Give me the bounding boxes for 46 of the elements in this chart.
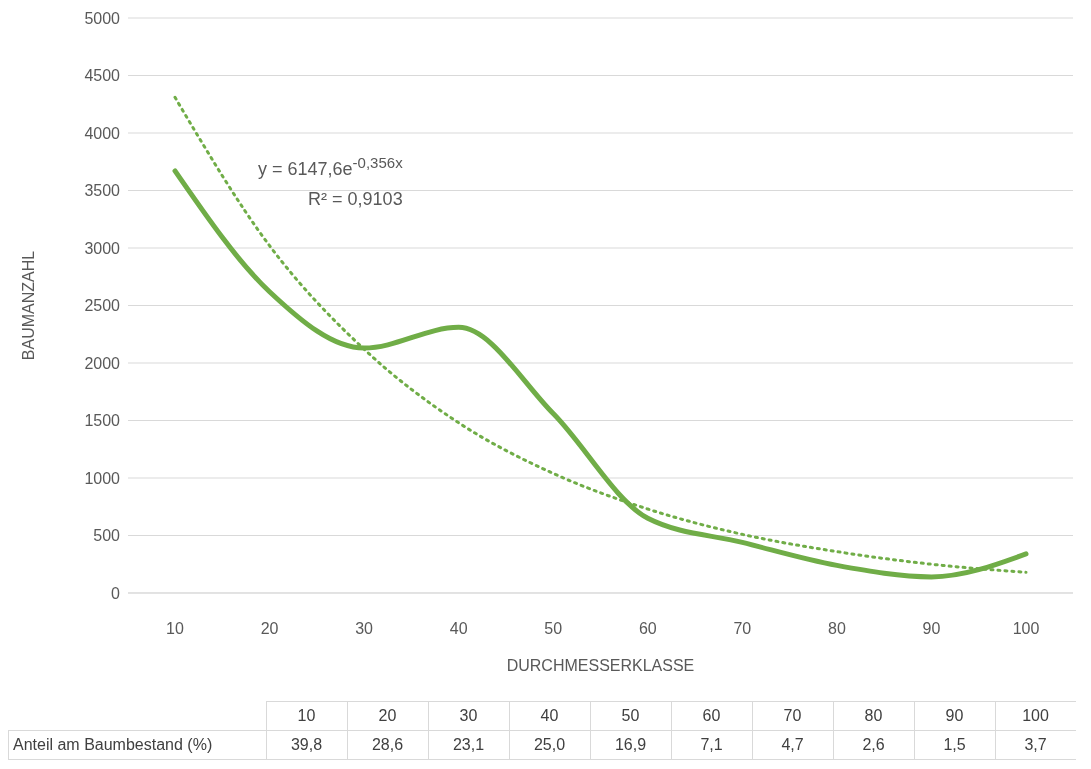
y-tick-label: 3000 bbox=[84, 239, 121, 257]
x-tick-label: 60 bbox=[638, 620, 657, 638]
category-label: 60 bbox=[702, 707, 721, 724]
x-axis-title: DURCHMESSERKLASSE bbox=[506, 657, 695, 674]
category-label: 20 bbox=[378, 707, 397, 724]
text: 23,1 bbox=[428, 730, 509, 760]
category-label: 10 bbox=[297, 707, 316, 724]
y-tick-label: 1500 bbox=[84, 412, 121, 430]
text: 7,1 bbox=[671, 730, 752, 760]
y-axis-title: BAUMANZAHL bbox=[19, 250, 37, 361]
text: Anteil am Baumbestand (%) bbox=[8, 730, 266, 760]
category-label: 50 bbox=[621, 707, 640, 724]
y-tick-label: 2500 bbox=[84, 297, 121, 315]
x-tick-label: 90 bbox=[922, 620, 941, 638]
y-tick-label: 4000 bbox=[84, 124, 121, 142]
y-tick-label: 0 bbox=[111, 584, 121, 602]
text: 39,8 bbox=[266, 730, 347, 760]
category-label: 100 bbox=[1022, 707, 1049, 724]
y-tick-label: 500 bbox=[93, 527, 121, 545]
x-tick-label: 40 bbox=[449, 620, 468, 638]
x-tick-label: 30 bbox=[355, 620, 374, 638]
text: 16,9 bbox=[590, 730, 671, 760]
x-tick-label: 50 bbox=[544, 620, 563, 638]
category-label: 70 bbox=[783, 707, 802, 724]
y-tick-label: 3500 bbox=[84, 182, 121, 200]
y-tick-label: 5000 bbox=[84, 9, 121, 27]
category-label: 80 bbox=[864, 707, 883, 724]
text: 2,6 bbox=[833, 730, 914, 760]
category-label: 90 bbox=[945, 707, 964, 724]
text: 4,7 bbox=[752, 730, 833, 760]
text: 28,6 bbox=[347, 730, 428, 760]
text: 25,0 bbox=[509, 730, 590, 760]
category-label: 40 bbox=[540, 707, 559, 724]
text: 3,7 bbox=[995, 730, 1076, 760]
x-tick-label: 10 bbox=[166, 620, 184, 638]
y-tick-label: 4500 bbox=[84, 67, 121, 85]
x-tick-label: 70 bbox=[733, 620, 752, 638]
annotation: y = 6147,6e$^{-0,356x}$ bbox=[258, 153, 403, 181]
x-tick-label: 20 bbox=[260, 620, 279, 638]
y-tick-label: 2000 bbox=[84, 354, 121, 372]
y-tick-label: 1000 bbox=[84, 469, 121, 487]
category-label: 30 bbox=[459, 707, 478, 724]
x-tick-label: 100 bbox=[1012, 620, 1040, 638]
x-tick-label: 80 bbox=[827, 620, 846, 638]
annotation: R² = 0,9103 bbox=[307, 188, 403, 211]
text: 1,5 bbox=[914, 730, 995, 760]
